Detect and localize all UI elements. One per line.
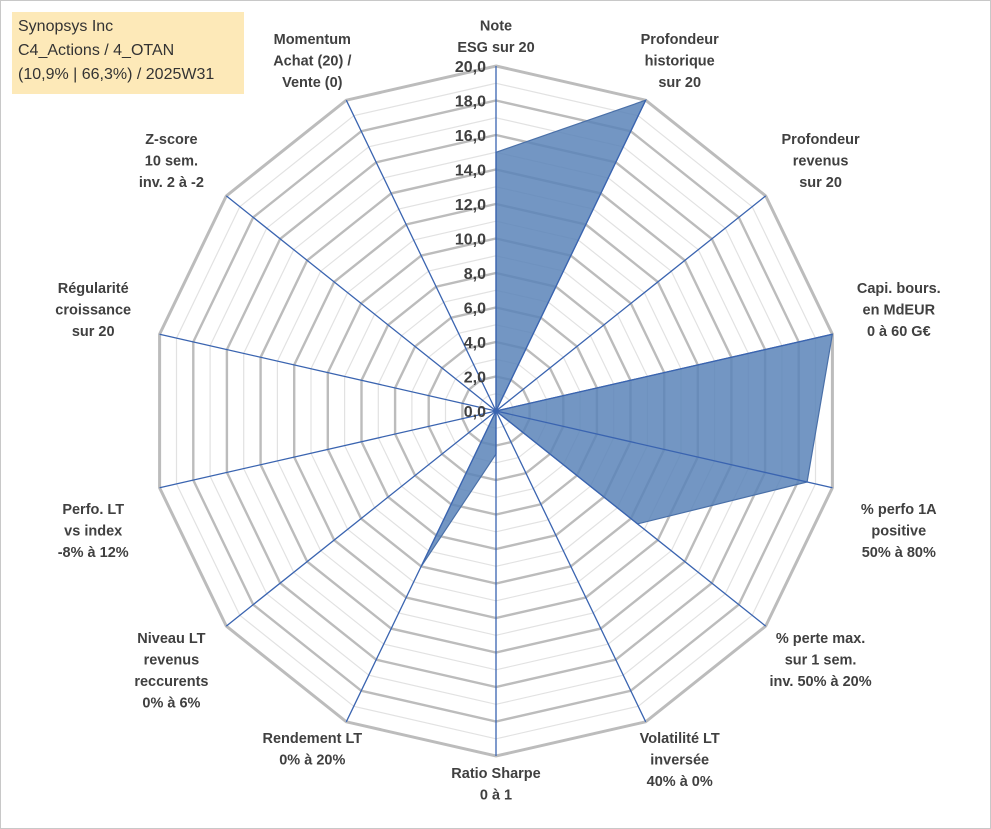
axis-label-line: sur 20	[799, 175, 842, 191]
tick-label: 10,0	[455, 232, 486, 249]
tick-label: 8,0	[464, 266, 486, 283]
axis-label-line: reccurents	[134, 674, 208, 690]
axis-label: Perfo. LT vs index -8% à 12%	[58, 502, 129, 561]
tick-label: 16,0	[455, 128, 486, 145]
axis-label-line: Niveau LT	[137, 631, 205, 647]
info-line-company: Synopsys Inc	[18, 18, 114, 35]
tick-label: 12,0	[455, 197, 486, 214]
axis-label: Profondeur revenus sur 20	[782, 132, 860, 191]
axis-spoke	[495, 410, 647, 723]
axis-label: Z-score 10 sem. inv. 2 à -2	[139, 132, 204, 191]
axis-label-line: Momentum	[274, 32, 351, 48]
axis-spoke	[159, 410, 497, 489]
axis-label-line: 0% à 20%	[279, 753, 345, 769]
axis-label: Niveau LT revenus reccurents 0% à 6%	[134, 631, 208, 712]
axis-label-line: Volatilité LT	[640, 731, 720, 747]
axis-label-line: Z-score	[145, 132, 197, 148]
axis-label: Volatilité LT inversée 40% à 0%	[640, 731, 720, 790]
tick-label: 0,0	[464, 404, 486, 421]
axis-label-line: Capi. bours.	[857, 281, 941, 297]
axis-label-line: Profondeur	[641, 32, 719, 48]
axis-label-line: ESG sur 20	[457, 40, 534, 56]
tick-label: 14,0	[455, 163, 486, 180]
axis-label-line: -8% à 12%	[58, 545, 129, 561]
axis-label-line: Note	[480, 19, 512, 35]
axis-label-line: positive	[871, 524, 926, 540]
info-line-stats: (10,9% | 66,3%) / 2025W31	[18, 66, 215, 83]
axis-label: Note ESG sur 20	[457, 19, 534, 57]
axis-label-line: vs index	[64, 524, 122, 540]
tick-label: 4,0	[464, 335, 486, 352]
axis-spoke	[345, 410, 497, 723]
axis-label-line: sur 1 sem.	[785, 653, 857, 669]
axis-spoke	[159, 333, 497, 412]
info-box: Synopsys Inc C4_Actions / 4_OTAN (10,9% …	[12, 12, 244, 94]
info-line-category: C4_Actions / 4_OTAN	[18, 42, 175, 59]
axis-label-line: Vente (0)	[282, 75, 343, 91]
axis-label-line: Ratio Sharpe	[451, 766, 540, 782]
axis-label-line: sur 20	[72, 324, 115, 340]
axis-label-line: historique	[645, 54, 715, 70]
axis-label-line: % perte max.	[776, 631, 865, 647]
axis-label: Ratio Sharpe 0 à 1	[451, 766, 540, 804]
axis-spoke	[495, 195, 767, 412]
axis-label-line: Perfo. LT	[62, 502, 124, 518]
axis-spoke	[225, 410, 497, 627]
axis-label-line: croissance	[55, 303, 131, 319]
axis-label-line: 50% à 80%	[862, 545, 936, 561]
axis-label-line: en MdEUR	[863, 303, 936, 319]
axis-label-line: inv. 2 à -2	[139, 175, 204, 191]
axis-spoke	[495, 99, 647, 412]
axis-label: Capi. bours. en MdEUR 0 à 60 G€	[857, 281, 941, 340]
tick-label: 18,0	[455, 94, 486, 111]
axis-spoke	[495, 410, 833, 489]
tick-label: 20,0	[455, 59, 486, 76]
tick-label: 6,0	[464, 301, 486, 318]
axis-label: Momentum Achat (20) / Vente (0)	[273, 32, 351, 91]
axis-spoke	[345, 99, 497, 412]
axis-label: Régularité croissance sur 20	[55, 281, 131, 340]
axis-label: % perte max. sur 1 sem. inv. 50% à 20%	[770, 631, 872, 690]
axis-label-line: Régularité	[58, 281, 129, 297]
axis-label-line: Rendement LT	[262, 731, 362, 747]
axis-label-line: revenus	[793, 153, 849, 169]
axis-label-line: 40% à 0%	[647, 774, 713, 790]
axis-label: Rendement LT 0% à 20%	[262, 731, 362, 769]
axis-label-line: inversée	[650, 753, 709, 769]
axis-label: % perfo 1A positive 50% à 80%	[861, 502, 937, 561]
axis-label-line: 0 à 60 G€	[867, 324, 931, 340]
tick-label: 2,0	[464, 370, 486, 387]
axis-label: Profondeur historique sur 20	[641, 32, 719, 91]
axis-label-line: revenus	[144, 653, 200, 669]
axis-label-line: sur 20	[658, 75, 701, 91]
axis-label-line: % perfo 1A	[861, 502, 937, 518]
axis-label-line: Achat (20) /	[273, 54, 351, 70]
axis-label-line: 0% à 6%	[142, 696, 200, 712]
axis-label-line: 10 sem.	[145, 153, 198, 169]
axis-spoke	[495, 333, 833, 412]
axis-spoke	[495, 410, 767, 627]
axis-label-line: 0 à 1	[480, 788, 512, 804]
axis-label-line: Profondeur	[782, 132, 860, 148]
axis-label-line: inv. 50% à 20%	[770, 674, 872, 690]
axis-spoke	[225, 195, 497, 412]
